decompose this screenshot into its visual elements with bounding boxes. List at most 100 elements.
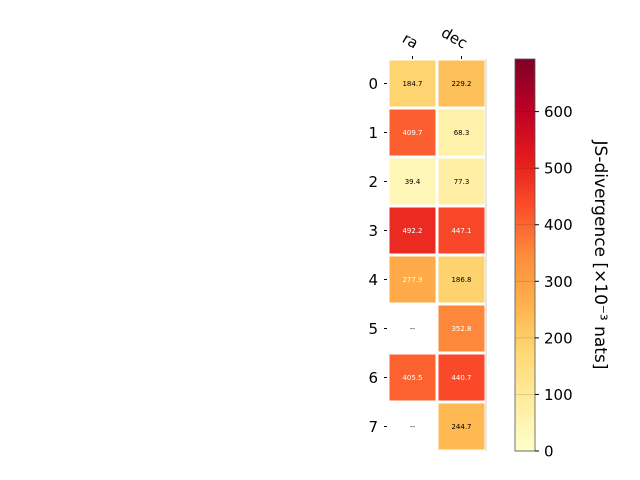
heatmap-cell [389,354,436,401]
cell-value-label: 184.7 [402,80,422,88]
colorbar-segment [515,63,535,66]
colorbar-segment [515,111,535,114]
colorbar-segment [515,237,535,240]
colorbar-segment [515,261,535,264]
colorbar-segment [515,413,535,416]
colorbar-segment [515,139,535,142]
colorbar-segment [515,397,535,400]
colorbar-segment [515,251,535,254]
colorbar-segment [515,221,535,224]
cell-value-label: -- [410,325,416,333]
row-label: 1 [368,124,378,142]
colorbar-segment [515,187,535,190]
colorbar-segment [515,303,535,306]
colorbar-segment [515,327,535,330]
colorbar-segment [515,299,535,302]
colorbar-segment [515,137,535,140]
colorbar-segment [515,225,535,228]
cell-value-label: 244.7 [451,423,471,431]
colorbar-segment [515,129,535,132]
colorbar-segment [515,245,535,248]
heatmap-cell [438,207,485,254]
colorbar-segment [515,71,535,74]
colorbar-segment [515,153,535,156]
row-label: 4 [368,271,378,289]
colorbar-segment [515,441,535,444]
colorbar-segment [515,239,535,242]
colorbar-segment [515,341,535,344]
colorbar-segment [515,249,535,252]
heatmap-cell [389,109,436,156]
colorbar-segment [515,191,535,194]
colorbar-segment [515,319,535,322]
heatmap-cell [438,403,485,450]
colorbar-segment [515,403,535,406]
colorbar-segment [515,271,535,274]
colorbar-segment [515,389,535,392]
colorbar-segment [515,329,535,332]
colorbar-segment [515,435,535,438]
colorbar-segment [515,437,535,440]
colorbar-segment [515,121,535,124]
colorbar-segment [515,173,535,176]
colorbar-segment [515,119,535,122]
cell-value-label: 352.8 [451,325,471,333]
colorbar-segment [515,163,535,166]
colorbar-segment [515,309,535,312]
colorbar-tick-label: 400 [544,216,573,234]
cell-value-label: 277.9 [402,276,422,284]
colorbar-segment [515,265,535,268]
cell-value-label: 405.5 [402,374,422,382]
colorbar-segment [515,161,535,164]
cell-value-label: 229.2 [451,80,471,88]
heatmap-cell [438,158,485,205]
colorbar-segment [515,247,535,250]
colorbar-segment [515,193,535,196]
colorbar-segment [515,269,535,272]
colorbar-segment [515,143,535,146]
colorbar-label: JS-divergence [×10⁻³ nats] [590,140,610,370]
colorbar-segment [515,59,535,62]
colorbar-segment [515,395,535,398]
colorbar-segment [515,447,535,450]
colorbar-segment [515,335,535,338]
colorbar-segment [515,81,535,84]
colorbar-segment [515,369,535,372]
colorbar-segment [515,267,535,270]
colorbar-segment [515,411,535,414]
cell-value-label: 492.2 [402,227,422,235]
colorbar-segment [515,323,535,326]
colorbar-tick-label: 100 [544,386,573,404]
colorbar-segment [515,97,535,100]
colorbar-segment [515,425,535,428]
colorbar-segment [515,415,535,418]
colorbar-segment [515,105,535,108]
colorbar-segment [515,301,535,304]
colorbar-segment [515,223,535,226]
colorbar-segment [515,75,535,78]
colorbar-segment [515,421,535,424]
colorbar-segment [515,69,535,72]
colorbar-segment [515,277,535,280]
colorbar-segment [515,109,535,112]
colorbar-segment [515,99,535,102]
colorbar-segment [515,243,535,246]
colorbar-segment [515,331,535,334]
colorbar-segment [515,333,535,336]
colorbar-segment [515,297,535,300]
colorbar-segment [515,325,535,328]
colorbar-segment [515,219,535,222]
colorbar-segment [515,215,535,218]
heatmap-cell [389,158,436,205]
colorbar-segment [515,199,535,202]
colorbar-segment [515,307,535,310]
colorbar-segment [515,217,535,220]
colorbar-segment [515,407,535,410]
colorbar-segment [515,343,535,346]
colorbar-segment [515,241,535,244]
colorbar-segment [515,311,535,314]
colorbar-segment [515,67,535,70]
colorbar-segment [515,117,535,120]
heatmap-cell [389,60,436,107]
